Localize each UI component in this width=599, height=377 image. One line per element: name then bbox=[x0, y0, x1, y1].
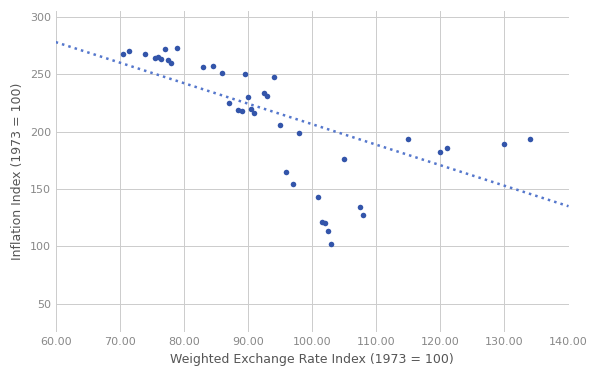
Point bbox=[153, 54, 163, 60]
Point bbox=[323, 228, 333, 234]
Point bbox=[262, 93, 272, 99]
Point bbox=[435, 149, 445, 155]
Point bbox=[355, 204, 365, 210]
Point bbox=[359, 212, 368, 218]
Point bbox=[295, 130, 304, 136]
Point bbox=[525, 135, 535, 141]
Point bbox=[208, 63, 217, 69]
Point bbox=[275, 122, 285, 128]
Point bbox=[259, 90, 269, 96]
Point bbox=[150, 55, 160, 61]
Point bbox=[125, 48, 134, 54]
Y-axis label: Inflation Index (1973 = 100): Inflation Index (1973 = 100) bbox=[11, 83, 24, 261]
Point bbox=[237, 108, 246, 114]
Point bbox=[288, 181, 298, 187]
Point bbox=[160, 46, 170, 52]
Point bbox=[282, 169, 291, 175]
Point bbox=[340, 156, 349, 162]
Point bbox=[314, 194, 323, 200]
Point bbox=[326, 241, 336, 247]
Point bbox=[317, 219, 326, 225]
Point bbox=[246, 106, 256, 112]
Point bbox=[173, 45, 182, 51]
Point bbox=[163, 57, 173, 63]
Point bbox=[269, 74, 279, 80]
Point bbox=[240, 71, 250, 77]
Point bbox=[404, 135, 413, 141]
Point bbox=[250, 110, 259, 116]
Point bbox=[320, 221, 329, 227]
Point bbox=[500, 141, 509, 147]
Point bbox=[141, 51, 150, 57]
Point bbox=[118, 51, 128, 57]
Point bbox=[234, 107, 243, 113]
Point bbox=[156, 56, 166, 62]
X-axis label: Weighted Exchange Rate Index (1973 = 100): Weighted Exchange Rate Index (1973 = 100… bbox=[170, 353, 454, 366]
Point bbox=[217, 70, 227, 76]
Point bbox=[198, 64, 208, 70]
Point bbox=[224, 100, 234, 106]
Point bbox=[167, 60, 176, 66]
Point bbox=[442, 145, 452, 151]
Point bbox=[243, 94, 253, 100]
